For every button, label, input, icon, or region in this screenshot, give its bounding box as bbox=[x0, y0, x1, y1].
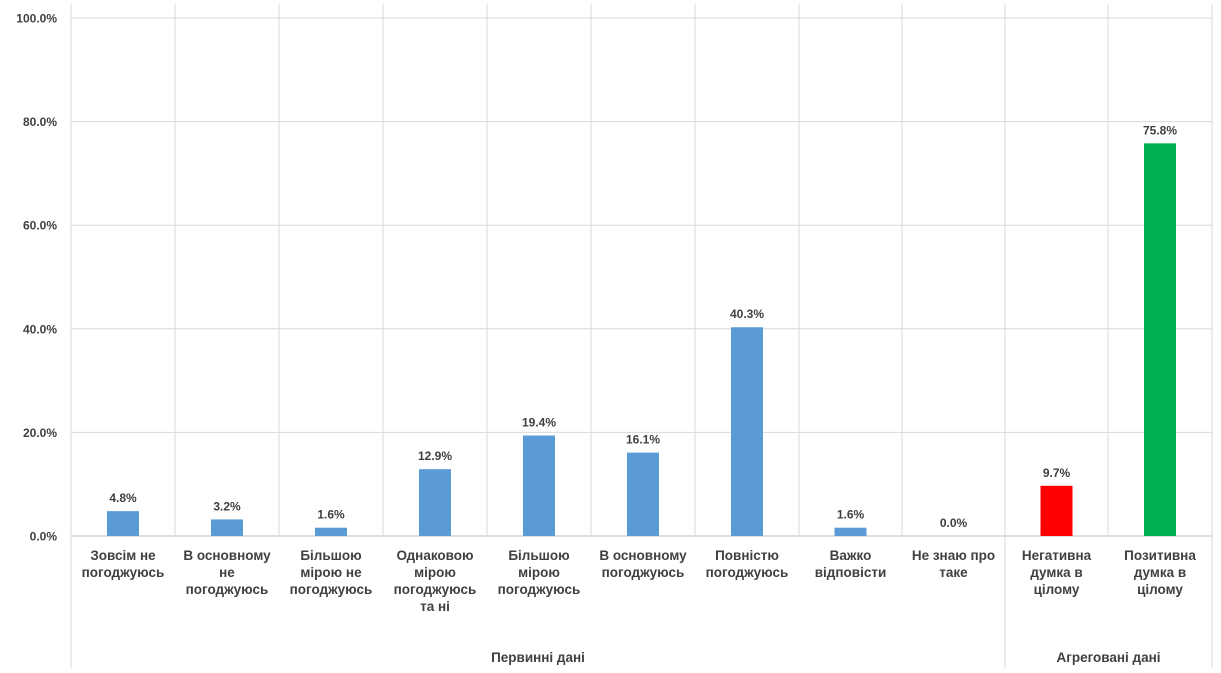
x-tick-label-line: погоджуюсь bbox=[82, 565, 165, 580]
x-tick-label-line: Більшою bbox=[300, 548, 361, 563]
group-label: Агреговані дані bbox=[1056, 650, 1160, 665]
x-tick-label: Більшою мірою погоджуюсь bbox=[498, 548, 581, 597]
y-tick-label: 80.0% bbox=[23, 115, 57, 129]
bar bbox=[107, 511, 139, 536]
y-tick-label: 100.0% bbox=[16, 12, 57, 26]
bar bbox=[419, 469, 451, 536]
x-tick-label: Важко відповісти bbox=[815, 548, 887, 580]
x-tick-label-line: погоджуюсь bbox=[394, 582, 477, 597]
x-tick-label-line: Повністю bbox=[715, 548, 779, 563]
group-labels: Первинні дані Агреговані дані bbox=[491, 650, 1160, 665]
x-tick-label-line: погоджуюсь bbox=[498, 582, 581, 597]
data-label: 16.1% bbox=[626, 433, 660, 447]
bar bbox=[523, 435, 555, 536]
data-label: 75.8% bbox=[1143, 123, 1177, 137]
y-tick-label: 40.0% bbox=[23, 322, 57, 336]
x-tick-label-line: цілому bbox=[1034, 582, 1080, 597]
bar bbox=[627, 452, 659, 536]
x-tick-label-line: В основному bbox=[183, 548, 271, 563]
y-tick-label: 20.0% bbox=[23, 426, 57, 440]
x-axis: Зовсім не погоджуюсь В основному не погоджую… bbox=[82, 548, 1197, 614]
x-tick-label-line: мірою bbox=[414, 565, 456, 580]
x-tick-label-line: думка в bbox=[1134, 565, 1186, 580]
group-label: Первинні дані bbox=[491, 650, 585, 665]
x-tick-label: Позитивна думка в цілому bbox=[1124, 548, 1196, 597]
bar bbox=[211, 519, 243, 536]
x-tick-label-line: таке bbox=[939, 565, 968, 580]
data-label: 3.2% bbox=[213, 499, 241, 513]
x-tick-label: Негативна думка в цілому bbox=[1022, 548, 1092, 597]
x-tick-label-line: погоджуюсь bbox=[602, 565, 685, 580]
data-label: 1.6% bbox=[317, 508, 345, 522]
gridlines bbox=[70, 4, 1213, 668]
y-axis: 0.0% 20.0% 40.0% 60.0% 80.0% 100.0% bbox=[16, 12, 57, 544]
data-label: 9.7% bbox=[1043, 466, 1071, 480]
x-tick-label-line: цілому bbox=[1137, 582, 1183, 597]
bar bbox=[1144, 143, 1176, 536]
x-tick-label-line: Більшою bbox=[508, 548, 569, 563]
x-tick-label: Повністю погоджуюсь bbox=[706, 548, 789, 580]
y-tick-label: 0.0% bbox=[30, 530, 58, 544]
data-label: 1.6% bbox=[837, 508, 865, 522]
x-tick-label-line: Не знаю про bbox=[912, 548, 995, 563]
data-label: 40.3% bbox=[730, 307, 764, 321]
x-tick-label-line: думка в bbox=[1030, 565, 1082, 580]
x-tick-label-line: не bbox=[219, 565, 235, 580]
x-tick-label: Не знаю про таке bbox=[912, 548, 995, 580]
x-tick-label: Більшою мірою не погоджуюсь bbox=[290, 548, 373, 597]
x-tick-label-line: погоджуюсь bbox=[186, 582, 269, 597]
x-tick-label-line: відповісти bbox=[815, 565, 887, 580]
bar bbox=[834, 527, 867, 536]
x-tick-label: В основному не погоджуюсь bbox=[183, 548, 271, 597]
data-label: 0.0% bbox=[940, 516, 968, 530]
bar bbox=[731, 327, 763, 536]
x-tick-label-line: Негативна bbox=[1022, 548, 1092, 563]
data-label: 4.8% bbox=[109, 491, 137, 505]
bar bbox=[315, 527, 347, 536]
x-tick-label: Однаковою мірою погоджуюсь та ні bbox=[394, 548, 477, 614]
value-labels: 4.8% 3.2% 1.6% 12.9% 19.4% 16.1% 40.3% 1.6% 0.0%… bbox=[109, 123, 1177, 530]
data-label: 12.9% bbox=[418, 449, 452, 463]
x-tick-label-line: мірою bbox=[518, 565, 560, 580]
bar bbox=[1040, 485, 1073, 536]
data-label: 19.4% bbox=[522, 416, 556, 430]
x-tick-label-line: Позитивна bbox=[1124, 548, 1196, 563]
x-tick-label-line: погоджуюсь bbox=[290, 582, 373, 597]
x-tick-label: В основному погоджуюсь bbox=[599, 548, 687, 580]
x-tick-label: Зовсім не погоджуюсь bbox=[82, 548, 165, 580]
x-tick-label-line: В основному bbox=[599, 548, 687, 563]
x-tick-label-line: Однаковою bbox=[396, 548, 473, 563]
x-tick-label-line: Зовсім не bbox=[90, 548, 156, 563]
bars bbox=[107, 143, 1176, 536]
x-tick-label-line: погоджуюсь bbox=[706, 565, 789, 580]
y-tick-label: 60.0% bbox=[23, 219, 57, 233]
x-tick-label-line: та ні bbox=[420, 599, 450, 614]
x-tick-label-line: Важко bbox=[830, 548, 872, 563]
x-tick-label-line: мірою не bbox=[300, 565, 362, 580]
